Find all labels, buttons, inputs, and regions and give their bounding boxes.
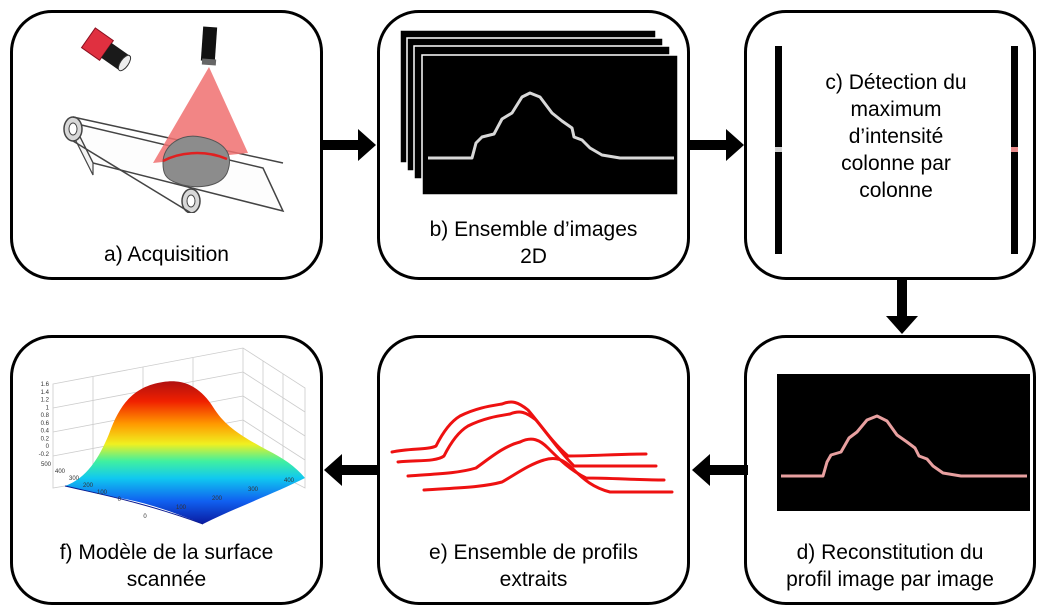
z-tick-label: 1.6 [41, 382, 50, 388]
z-axis-ticks: 1.6 1.4 1.21 0.8 0.6 0.40.2 0 -0.2 [39, 382, 50, 458]
z-tick-label: 0.4 [41, 429, 50, 435]
max-intensity-marker-left [775, 147, 782, 152]
step-b-image-set-box: b) Ensemble d’images 2D [377, 10, 690, 280]
laser-fan [153, 67, 248, 163]
step-c-label: c) Détection du maximum d’intensité colo… [825, 71, 967, 202]
x-tick-label: 0 [143, 514, 147, 520]
arrow-c-to-d [886, 278, 918, 334]
z-tick-label: 0 [46, 444, 50, 450]
x-tick-label: 100 [176, 505, 187, 511]
image-frame-front [421, 54, 679, 196]
reconstructed-profile-image [777, 374, 1030, 511]
z-tick-label: 1.2 [41, 398, 50, 404]
arrow-b-to-c [688, 129, 744, 161]
scanned-object [162, 135, 230, 188]
y-tick-label: 100 [97, 490, 108, 496]
step-a-acquisition-box: a) Acquisition [10, 10, 323, 280]
arrow-a-to-b [320, 129, 376, 161]
laser-projector-icon [200, 26, 218, 66]
profile-curve [422, 456, 674, 494]
step-d-label: d) Reconstitution du profil image par im… [786, 541, 994, 591]
x-tick-label: 200 [212, 496, 223, 502]
max-intensity-marker-right [1011, 147, 1018, 152]
image-stack [399, 29, 679, 196]
y-tick-label: 200 [83, 483, 94, 489]
y-tick-label: 400 [55, 469, 66, 475]
reconstructed-profile-line [781, 414, 1027, 478]
step-d-reconstruction-box: d) Reconstitution du profil image par im… [744, 335, 1036, 605]
x-tick-label: 400 [284, 478, 295, 484]
y-tick-label: 300 [69, 476, 80, 482]
arrow-d-to-e [692, 454, 748, 486]
camera-icon [80, 27, 132, 72]
y-tick-label: 0 [118, 497, 122, 503]
step-b-label: b) Ensemble d’images 2D [429, 218, 638, 268]
x-axis-ticks: 0 100 200 300 400 [143, 478, 294, 520]
extracted-profiles [390, 400, 674, 494]
profile-curve [390, 400, 648, 458]
profile-curve [396, 410, 658, 468]
z-tick-label: 0.6 [41, 421, 50, 427]
surface-mesh [65, 381, 305, 524]
z-tick-label: 1.4 [41, 390, 50, 396]
y-tick-label: 500 [41, 462, 52, 468]
step-e-label: e) Ensemble de profils extraits [429, 541, 638, 591]
step-e-profiles-box: e) Ensemble de profils extraits [377, 335, 690, 605]
acquisition-illustration [63, 26, 285, 213]
z-tick-label: 0.2 [41, 436, 50, 442]
arrow-e-to-f [324, 454, 380, 486]
x-tick-label: 300 [248, 487, 259, 493]
surface-plot: 1.61.41.210.80.60.40.20-0.2 500400300200… [39, 347, 306, 525]
laser-profile-line [428, 91, 674, 160]
step-c-detection-box: c) Détection du maximum d’intensité colo… [744, 10, 1036, 280]
step-f-surface-model-box: 1.6 1.4 1.2 1 0.8 0.6 0.4 0.2 0 -0.2 500 400 300 200… [10, 335, 323, 605]
z-tick-label: 0.8 [41, 413, 50, 419]
intensity-column-illustration [775, 46, 1018, 254]
step-a-label: a) Acquisition [104, 243, 229, 266]
step-f-label: f) Modèle de la surface scannée [59, 541, 274, 591]
plot-grid [52, 347, 306, 489]
z-tick-label: -0.2 [39, 452, 50, 458]
z-tick-label: 1 [46, 405, 50, 411]
profile-curve [406, 437, 666, 482]
